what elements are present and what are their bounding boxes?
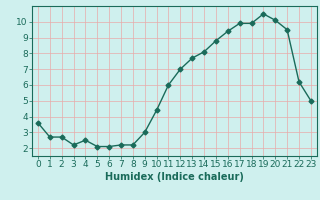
X-axis label: Humidex (Indice chaleur): Humidex (Indice chaleur) [105, 172, 244, 182]
